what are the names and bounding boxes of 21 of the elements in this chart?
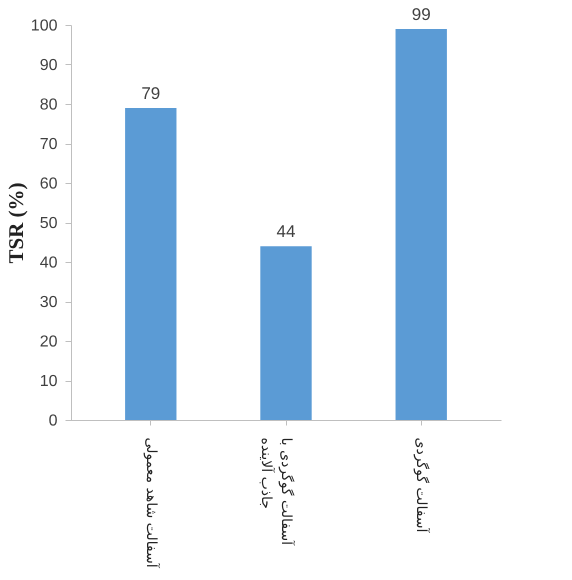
bar (125, 108, 176, 420)
y-tick-label: 20 (40, 334, 58, 350)
x-tick-label: آسفالت گوگردی (413, 438, 432, 534)
x-tick-label: آسفالت گوگردی با جاذب آلاینده (258, 438, 296, 546)
data-label: 79 (141, 84, 160, 103)
y-axis-title: TSR (%) (4, 182, 28, 264)
y-tick-label: 60 (40, 176, 58, 192)
bar (396, 28, 447, 420)
y-tick-label: 80 (40, 96, 58, 114)
y-tick-label: 30 (40, 294, 58, 311)
y-tick-label: 40 (40, 254, 58, 272)
y-tick-label: 90 (40, 57, 58, 74)
y-tick-label: 50 (40, 215, 58, 232)
y-tick-label: 0 (48, 412, 58, 430)
y-tick-label: 10 (40, 373, 58, 390)
y-tick-label: 70 (40, 136, 58, 153)
y-tick-label: 100 (30, 18, 58, 34)
x-tick-label: آسفالت شاهد معمولی (142, 438, 161, 569)
data-label: 99 (412, 4, 431, 24)
bar (260, 246, 312, 420)
data-label: 44 (276, 222, 296, 242)
